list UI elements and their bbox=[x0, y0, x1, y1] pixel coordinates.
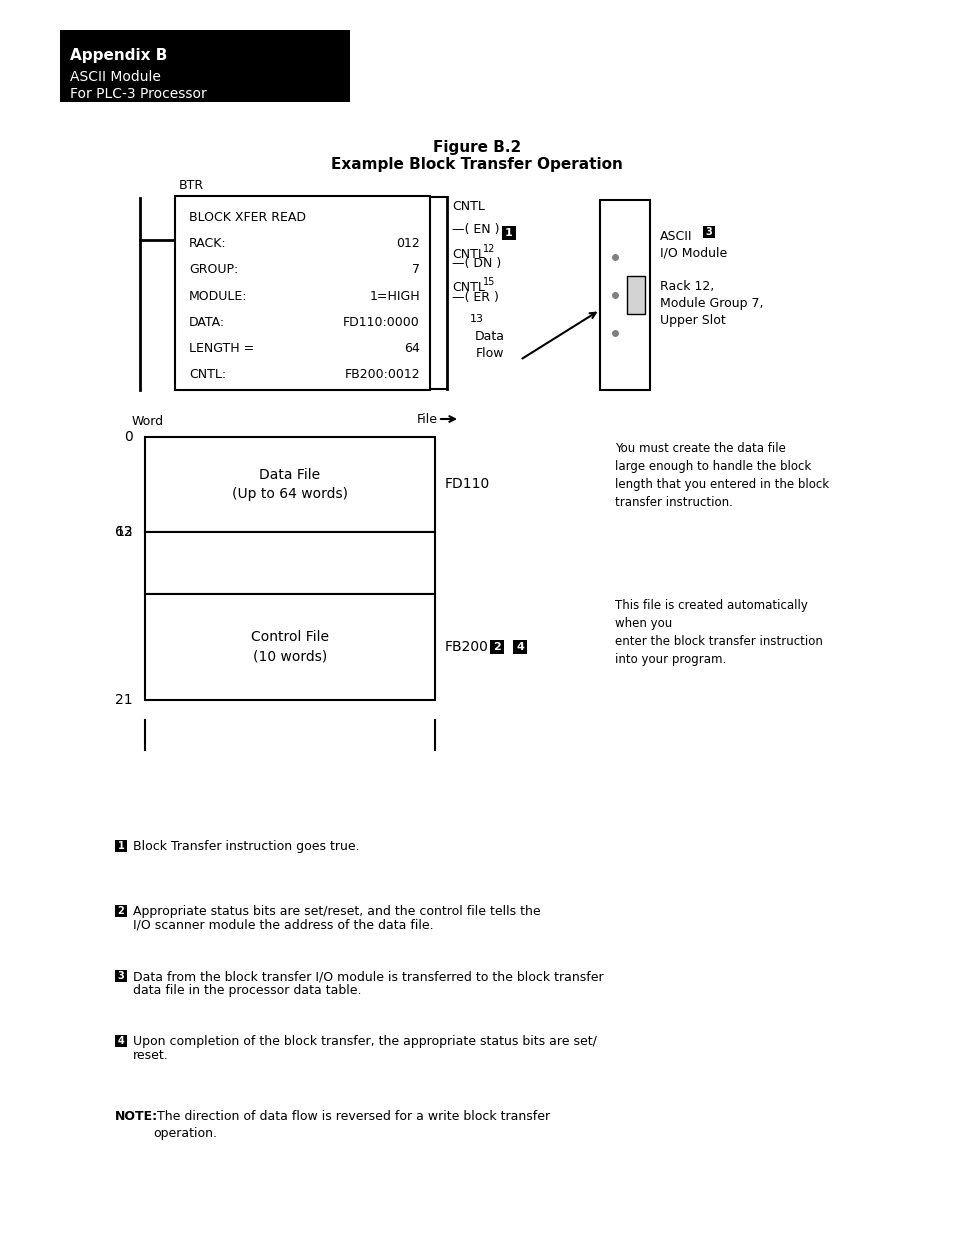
Text: FB200:0012: FB200:0012 bbox=[344, 368, 419, 382]
Text: FB200: FB200 bbox=[444, 640, 488, 655]
Text: This file is created automatically
when you
enter the block transfer instruction: This file is created automatically when … bbox=[615, 599, 822, 666]
Bar bbox=[115, 1035, 127, 1047]
FancyBboxPatch shape bbox=[60, 30, 350, 103]
Text: Appendix B: Appendix B bbox=[70, 48, 167, 63]
Text: 3: 3 bbox=[117, 971, 124, 981]
Text: BTR: BTR bbox=[179, 179, 204, 191]
Text: —( DN ): —( DN ) bbox=[452, 257, 500, 269]
Text: 1: 1 bbox=[504, 228, 513, 238]
Text: FD110:0000: FD110:0000 bbox=[343, 316, 419, 329]
Text: NOTE:: NOTE: bbox=[115, 1110, 158, 1123]
Text: Block Transfer instruction goes true.: Block Transfer instruction goes true. bbox=[132, 840, 359, 853]
Bar bbox=[501, 226, 516, 240]
Bar bbox=[115, 840, 127, 852]
Text: DATA:: DATA: bbox=[189, 316, 225, 329]
Text: CNTL: CNTL bbox=[452, 248, 484, 261]
Text: Data from the block transfer I/O module is transferred to the block transfer: Data from the block transfer I/O module … bbox=[132, 969, 603, 983]
Bar bbox=[115, 905, 127, 918]
Text: Upon completion of the block transfer, the appropriate status bits are set/: Upon completion of the block transfer, t… bbox=[132, 1035, 597, 1049]
Text: 3: 3 bbox=[705, 227, 712, 237]
Text: BLOCK XFER READ: BLOCK XFER READ bbox=[189, 211, 306, 224]
Bar bbox=[145, 437, 435, 532]
Text: 63: 63 bbox=[115, 525, 132, 538]
Text: Word: Word bbox=[132, 415, 164, 429]
Text: I/O scanner module the address of the data file.: I/O scanner module the address of the da… bbox=[132, 919, 434, 932]
Text: RACK:: RACK: bbox=[189, 237, 227, 249]
Text: CNTL:: CNTL: bbox=[189, 368, 226, 382]
Text: CNTL: CNTL bbox=[452, 200, 484, 212]
Text: 012: 012 bbox=[395, 237, 419, 249]
Bar bbox=[627, 275, 644, 314]
Text: 64: 64 bbox=[404, 342, 419, 356]
Text: 4: 4 bbox=[516, 642, 523, 652]
Text: data file in the processor data table.: data file in the processor data table. bbox=[132, 984, 361, 997]
Text: 13: 13 bbox=[470, 314, 483, 324]
Text: MODULE:: MODULE: bbox=[189, 289, 247, 303]
Bar bbox=[145, 594, 435, 700]
Bar bbox=[174, 196, 430, 390]
Text: ASCII Module: ASCII Module bbox=[70, 70, 161, 84]
Bar bbox=[145, 532, 435, 594]
Text: 1: 1 bbox=[117, 841, 124, 851]
Text: FD110: FD110 bbox=[444, 478, 490, 492]
Text: Example Block Transfer Operation: Example Block Transfer Operation bbox=[331, 157, 622, 172]
Text: GROUP:: GROUP: bbox=[189, 263, 238, 277]
Bar bbox=[115, 969, 127, 982]
Bar bbox=[513, 640, 526, 655]
Text: File: File bbox=[416, 412, 437, 426]
Text: —( ER ): —( ER ) bbox=[452, 291, 498, 305]
Text: ASCII
I/O Module: ASCII I/O Module bbox=[659, 230, 726, 261]
Text: Rack 12,
Module Group 7,
Upper Slot: Rack 12, Module Group 7, Upper Slot bbox=[659, 280, 762, 327]
Text: 7: 7 bbox=[412, 263, 419, 277]
Text: Figure B.2: Figure B.2 bbox=[433, 140, 520, 156]
Bar bbox=[599, 200, 649, 390]
Text: Data
Flow: Data Flow bbox=[475, 330, 504, 359]
Text: Data File
(Up to 64 words): Data File (Up to 64 words) bbox=[232, 468, 348, 501]
Text: 0: 0 bbox=[124, 430, 132, 445]
Text: 21: 21 bbox=[115, 693, 132, 706]
Text: —( EN ): —( EN ) bbox=[452, 224, 499, 236]
Text: 12: 12 bbox=[482, 245, 495, 254]
Text: Appropriate status bits are set/reset, and the control file tells the: Appropriate status bits are set/reset, a… bbox=[132, 905, 540, 918]
Bar bbox=[702, 226, 714, 238]
Text: 15: 15 bbox=[482, 277, 495, 287]
Text: 4: 4 bbox=[117, 1036, 124, 1046]
Text: CNTL: CNTL bbox=[452, 282, 484, 294]
Text: For PLC-3 Processor: For PLC-3 Processor bbox=[70, 86, 207, 101]
Text: Control File
(10 words): Control File (10 words) bbox=[251, 630, 329, 663]
Text: LENGTH =: LENGTH = bbox=[189, 342, 254, 356]
Text: 12: 12 bbox=[115, 525, 132, 538]
Text: reset.: reset. bbox=[132, 1049, 169, 1062]
Text: You must create the data file
large enough to handle the block
length that you e: You must create the data file large enou… bbox=[615, 442, 828, 509]
Bar bbox=[490, 640, 503, 655]
Text: 1=HIGH: 1=HIGH bbox=[369, 289, 419, 303]
Text: 2: 2 bbox=[117, 906, 124, 916]
Text: 2: 2 bbox=[493, 642, 500, 652]
Text: The direction of data flow is reversed for a write block transfer
operation.: The direction of data flow is reversed f… bbox=[152, 1110, 550, 1140]
